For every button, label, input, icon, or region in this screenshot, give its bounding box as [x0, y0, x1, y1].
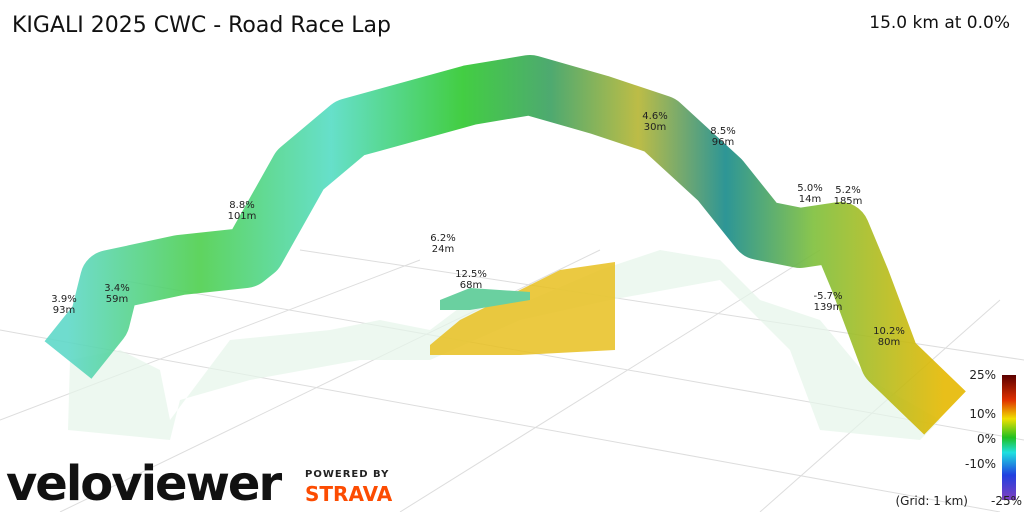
elevation-ribbon	[44, 55, 966, 435]
title: KIGALI 2025 CWC - Road Race Lap	[12, 13, 391, 38]
annotation-grade: 8.8%	[229, 200, 254, 211]
annotation-length: 68m	[460, 280, 482, 291]
annotation-grade: -5.7%	[813, 291, 842, 302]
annotation-grade: 5.2%	[835, 185, 860, 196]
legend-label: 10%	[969, 407, 996, 421]
annotation-grade: 5.0%	[797, 183, 822, 194]
annotation-grade: 6.2%	[430, 233, 455, 244]
annotation-length: 14m	[799, 194, 821, 205]
ribbon-inner-top	[440, 288, 530, 310]
annotation-length: 185m	[834, 196, 863, 207]
annotation-grade: 3.4%	[104, 283, 129, 294]
powered-by: POWERED BY	[305, 469, 389, 480]
legend-label: 25%	[969, 368, 996, 382]
legend-label: 0%	[977, 432, 996, 446]
annotation-length: 24m	[432, 244, 454, 255]
ribbon-inner	[430, 262, 615, 355]
ribbon-reflection	[68, 250, 940, 440]
ground-grid	[0, 249, 1024, 512]
annotation-length: 93m	[53, 305, 75, 316]
annotation-length: 30m	[644, 122, 666, 133]
annotation-grade: 4.6%	[642, 111, 667, 122]
strava: STRAVA	[305, 482, 393, 506]
summary: 15.0 km at 0.0%	[869, 13, 1010, 33]
annotation-length: 59m	[106, 294, 128, 305]
legend-label: -10%	[965, 457, 996, 471]
annotations: 3.9%93m 3.4%59m 8.8%101m 6.2%24m 12.5%68m 4.6…	[51, 111, 905, 348]
legend-label: -25%	[991, 494, 1022, 508]
grade-colorbar	[1002, 375, 1016, 500]
annotation-length: 139m	[814, 302, 843, 313]
annotation-length: 96m	[712, 137, 734, 148]
annotation-grade: 12.5%	[455, 269, 487, 280]
annotation-length: 80m	[878, 337, 900, 348]
annotation-grade: 8.5%	[710, 126, 735, 137]
grid-note: (Grid: 1 km)	[896, 494, 969, 508]
annotation-grade: 3.9%	[51, 294, 76, 305]
logo: veloviewer	[6, 456, 282, 512]
annotation-grade: 10.2%	[873, 326, 905, 337]
annotation-length: 101m	[228, 211, 257, 222]
